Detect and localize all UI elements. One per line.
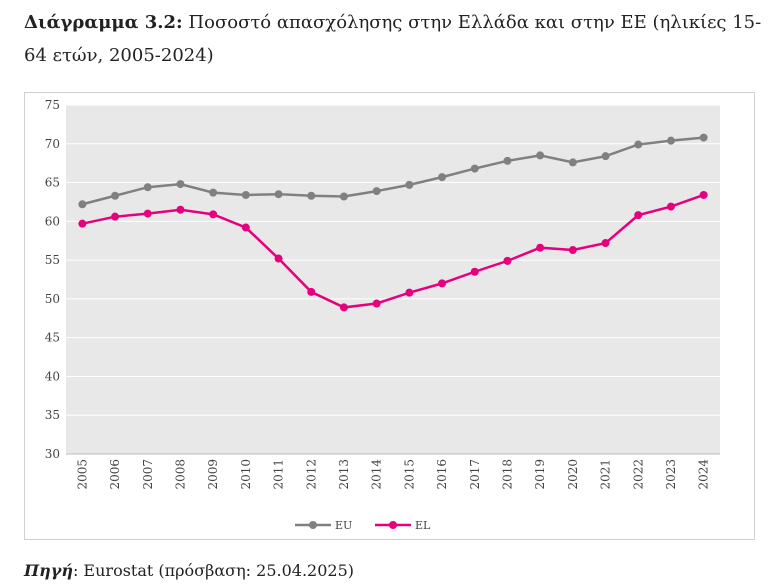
x-tick-label: 2022 bbox=[631, 459, 645, 490]
y-tick-label: 30 bbox=[45, 447, 60, 461]
data-point-eu bbox=[339, 192, 348, 201]
x-tick-label: 2011 bbox=[272, 459, 286, 490]
legend-marker bbox=[309, 521, 317, 529]
x-axis-ticks: 2005 2006 2007 2008 2009 2010 2011 2012 2013 2014… bbox=[75, 459, 710, 490]
y-tick-label: 70 bbox=[45, 137, 60, 151]
data-point-el bbox=[372, 299, 381, 308]
data-point-el bbox=[176, 205, 185, 214]
y-tick-label: 45 bbox=[45, 331, 60, 345]
series-lines bbox=[78, 133, 708, 312]
data-point-el bbox=[143, 209, 152, 218]
y-tick-label: 35 bbox=[45, 408, 60, 422]
data-point-eu bbox=[143, 183, 152, 192]
legend-marker bbox=[389, 521, 397, 529]
data-point-el bbox=[78, 219, 87, 228]
x-tick-label: 2015 bbox=[402, 459, 416, 490]
y-tick-label: 75 bbox=[45, 98, 60, 112]
data-point-eu bbox=[274, 190, 283, 199]
source-label: Πηγή bbox=[24, 561, 73, 580]
data-point-eu bbox=[666, 136, 675, 145]
x-tick-label: 2014 bbox=[370, 459, 384, 490]
data-point-eu bbox=[568, 158, 577, 167]
data-point-eu bbox=[438, 173, 447, 182]
data-point-el bbox=[405, 288, 414, 297]
x-tick-label: 2005 bbox=[75, 459, 89, 490]
x-tick-label: 2016 bbox=[435, 459, 449, 490]
plot-area bbox=[66, 105, 720, 454]
figure-title: Διάγραμμα 3.2: Ποσοστό απασχόλησης στην … bbox=[24, 6, 764, 72]
data-point-el bbox=[470, 267, 479, 276]
legend: EU EL bbox=[295, 519, 431, 532]
figure-caption: Ποσοστό απασχόλησης στην Ελλάδα και στην… bbox=[24, 12, 762, 66]
data-point-el bbox=[503, 256, 512, 265]
x-tick-label: 2019 bbox=[533, 459, 547, 490]
data-point-eu bbox=[470, 164, 479, 173]
data-point-eu bbox=[307, 191, 316, 200]
gridlines bbox=[66, 104, 720, 455]
x-tick-label: 2006 bbox=[108, 459, 122, 490]
data-point-el bbox=[568, 246, 577, 255]
x-tick-label: 2007 bbox=[141, 459, 155, 490]
data-point-el bbox=[536, 243, 545, 252]
data-point-el bbox=[241, 223, 250, 232]
x-tick-label: 2013 bbox=[337, 459, 351, 490]
data-point-el bbox=[699, 190, 708, 199]
legend-label: EU bbox=[335, 519, 352, 532]
data-point-eu bbox=[405, 180, 414, 189]
series-line-el bbox=[82, 193, 705, 309]
data-point-eu bbox=[176, 180, 185, 189]
x-tick-label: 2008 bbox=[173, 459, 187, 490]
figure-number: Διάγραμμα 3.2: bbox=[24, 12, 183, 33]
x-tick-label: 2017 bbox=[468, 459, 482, 490]
x-tick-label: 2023 bbox=[664, 459, 678, 490]
data-point-el bbox=[601, 239, 610, 248]
data-point-eu bbox=[209, 188, 218, 197]
x-tick-label: 2010 bbox=[239, 459, 253, 490]
source-note: Πηγή: Eurostat (πρόσβαση: 25.04.2025) bbox=[24, 561, 354, 580]
x-tick-label: 2018 bbox=[500, 459, 514, 490]
data-point-eu bbox=[372, 187, 381, 196]
legend-label: EL bbox=[415, 519, 431, 532]
data-point-el bbox=[307, 287, 316, 296]
data-point-eu bbox=[78, 200, 87, 209]
data-point-el bbox=[111, 212, 120, 221]
data-point-eu bbox=[111, 191, 120, 200]
source-text: : Eurostat (πρόσβαση: 25.04.2025) bbox=[72, 561, 354, 580]
x-tick-label: 2020 bbox=[566, 459, 580, 490]
y-tick-label: 50 bbox=[45, 292, 60, 306]
data-point-eu bbox=[503, 156, 512, 165]
data-point-eu bbox=[601, 152, 610, 161]
y-axis-ticks: 30 35 40 45 50 55 60 65 70 75 bbox=[45, 98, 60, 461]
data-point-el bbox=[339, 303, 348, 312]
y-tick-label: 55 bbox=[45, 253, 60, 267]
x-tick-label: 2012 bbox=[304, 459, 318, 490]
x-tick-label: 2024 bbox=[697, 459, 711, 490]
data-point-eu bbox=[699, 133, 708, 142]
x-tick-label: 2021 bbox=[599, 459, 613, 490]
data-point-eu bbox=[536, 151, 545, 160]
series-line-eu bbox=[82, 136, 704, 206]
x-tick-label: 2009 bbox=[206, 459, 220, 490]
data-point-eu bbox=[634, 140, 643, 149]
data-point-el bbox=[634, 211, 643, 220]
chart-frame: 30 35 40 45 50 55 60 65 70 75 2005 2006 2007 2008 200… bbox=[24, 92, 755, 540]
data-point-el bbox=[209, 210, 218, 219]
y-tick-label: 60 bbox=[45, 214, 60, 228]
data-point-el bbox=[274, 254, 283, 263]
data-point-el bbox=[438, 279, 447, 288]
data-point-el bbox=[666, 202, 675, 211]
data-point-eu bbox=[241, 190, 250, 199]
y-tick-label: 65 bbox=[45, 176, 60, 190]
y-tick-label: 40 bbox=[45, 369, 60, 383]
